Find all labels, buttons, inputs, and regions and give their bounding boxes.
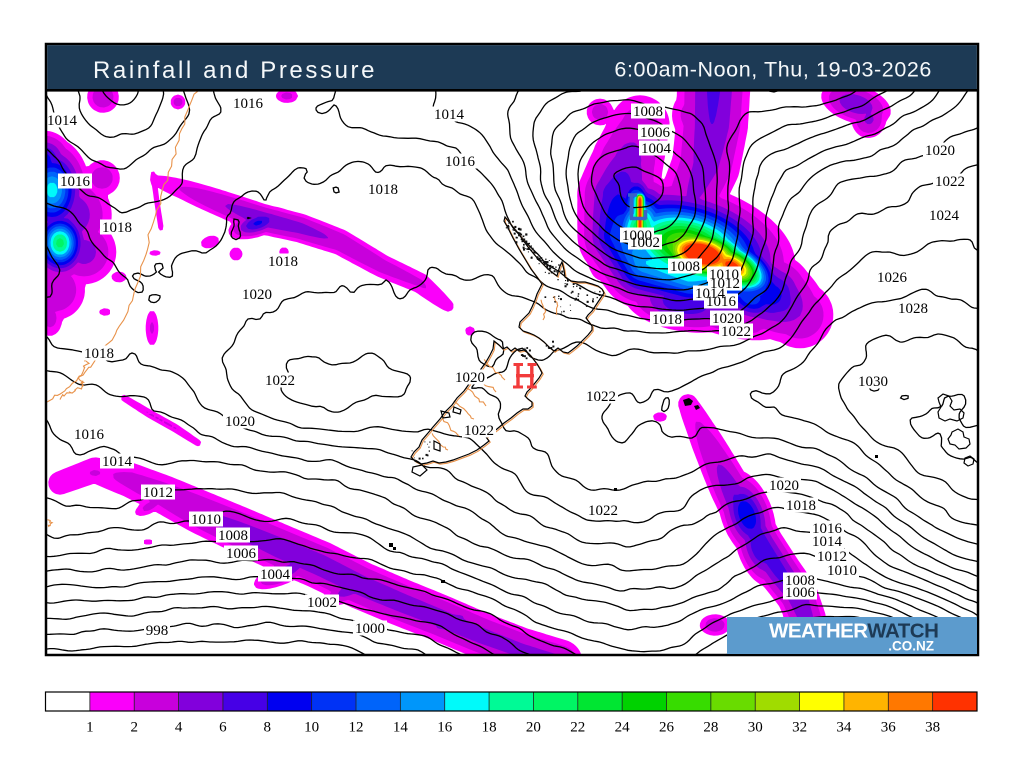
svg-text:18: 18 xyxy=(482,720,497,736)
svg-text:28: 28 xyxy=(703,720,718,736)
svg-text:1016: 1016 xyxy=(706,294,737,310)
svg-text:1018: 1018 xyxy=(786,498,816,514)
svg-text:1002: 1002 xyxy=(307,595,337,611)
svg-text:1018: 1018 xyxy=(102,220,132,236)
svg-text:1014: 1014 xyxy=(695,286,726,302)
svg-text:1018: 1018 xyxy=(368,182,398,198)
svg-text:1014: 1014 xyxy=(47,113,78,129)
svg-text:1022: 1022 xyxy=(586,389,616,405)
svg-text:1028: 1028 xyxy=(898,301,928,317)
svg-text:6: 6 xyxy=(219,720,227,736)
svg-text:1012: 1012 xyxy=(710,276,740,292)
svg-text:1004: 1004 xyxy=(260,567,291,583)
svg-text:20: 20 xyxy=(526,720,541,736)
svg-text:30: 30 xyxy=(748,720,763,736)
svg-text:1016: 1016 xyxy=(74,427,105,443)
svg-text:36: 36 xyxy=(881,720,897,736)
svg-text:24: 24 xyxy=(615,720,631,736)
svg-text:1030: 1030 xyxy=(858,374,888,390)
svg-text:1018: 1018 xyxy=(84,346,114,362)
svg-text:8: 8 xyxy=(264,720,272,736)
svg-text:1016: 1016 xyxy=(812,521,843,537)
svg-text:1022: 1022 xyxy=(588,503,618,519)
svg-text:14: 14 xyxy=(393,720,409,736)
svg-text:1020: 1020 xyxy=(242,287,272,303)
svg-text:1008: 1008 xyxy=(633,104,663,120)
svg-text:1016: 1016 xyxy=(60,174,91,190)
svg-text:WEATHERWATCH: WEATHERWATCH xyxy=(769,620,938,643)
svg-text:32: 32 xyxy=(792,720,807,736)
svg-text:1012: 1012 xyxy=(817,549,847,565)
svg-text:Rainfall and Pressure: Rainfall and Pressure xyxy=(93,57,377,84)
svg-text:1: 1 xyxy=(86,720,94,736)
svg-text:1010: 1010 xyxy=(709,267,739,283)
svg-text:1014: 1014 xyxy=(812,534,843,550)
svg-text:1026: 1026 xyxy=(877,270,908,286)
svg-text:22: 22 xyxy=(570,720,585,736)
svg-text:1020: 1020 xyxy=(455,370,485,386)
svg-text:1008: 1008 xyxy=(218,528,248,544)
svg-text:1008: 1008 xyxy=(785,573,815,589)
svg-text:1018: 1018 xyxy=(268,254,298,270)
svg-text:4: 4 xyxy=(175,720,183,736)
svg-text:1002: 1002 xyxy=(630,235,660,251)
svg-text:1022: 1022 xyxy=(721,324,751,340)
svg-text:2: 2 xyxy=(130,720,138,736)
svg-text:1006: 1006 xyxy=(226,546,257,562)
svg-text:1016: 1016 xyxy=(445,154,476,170)
svg-text:1000: 1000 xyxy=(622,228,652,244)
svg-text:1016: 1016 xyxy=(233,96,264,112)
svg-text:1006: 1006 xyxy=(640,125,671,141)
svg-text:1008: 1008 xyxy=(670,259,700,275)
svg-text:6:00am-Noon, Thu, 19-03-2026: 6:00am-Noon, Thu, 19-03-2026 xyxy=(614,58,932,82)
svg-text:10: 10 xyxy=(304,720,319,736)
svg-text:38: 38 xyxy=(925,720,940,736)
svg-text:1006: 1006 xyxy=(785,585,816,601)
svg-text:1010: 1010 xyxy=(827,563,857,579)
svg-text:1014: 1014 xyxy=(102,454,133,470)
svg-text:998: 998 xyxy=(146,623,169,639)
svg-text:1022: 1022 xyxy=(935,174,965,190)
svg-text:16: 16 xyxy=(437,720,453,736)
svg-text:34: 34 xyxy=(836,720,852,736)
svg-text:1020: 1020 xyxy=(712,311,742,327)
svg-text:1020: 1020 xyxy=(225,414,255,430)
svg-text:1022: 1022 xyxy=(464,423,494,439)
svg-text:1024: 1024 xyxy=(929,208,960,224)
svg-text:1022: 1022 xyxy=(265,373,295,389)
svg-text:1010: 1010 xyxy=(191,512,221,528)
svg-text:1004: 1004 xyxy=(641,141,672,157)
svg-text:12: 12 xyxy=(349,720,364,736)
svg-text:1020: 1020 xyxy=(769,478,799,494)
svg-text:1018: 1018 xyxy=(652,312,682,328)
svg-text:1000: 1000 xyxy=(355,621,385,637)
svg-text:26: 26 xyxy=(659,720,675,736)
svg-text:1012: 1012 xyxy=(143,485,173,501)
svg-text:.CO.NZ: .CO.NZ xyxy=(888,639,934,654)
svg-text:1014: 1014 xyxy=(434,107,465,123)
svg-text:1020: 1020 xyxy=(925,143,955,159)
